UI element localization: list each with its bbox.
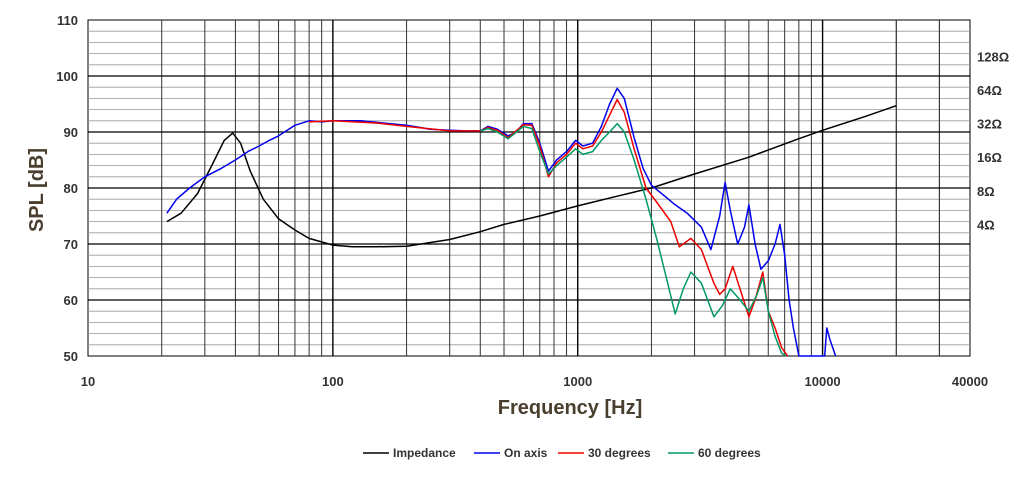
right-tick-label: 128Ω bbox=[977, 49, 1009, 64]
legend-label: 30 degrees bbox=[588, 446, 651, 460]
series-line-30-degrees bbox=[309, 98, 789, 357]
right-tick-label: 8Ω bbox=[977, 184, 995, 199]
legend-label: 60 degrees bbox=[698, 446, 761, 460]
y-tick-label: 50 bbox=[64, 349, 78, 364]
x-tick-label: 40000 bbox=[952, 374, 988, 389]
y-tick-label: 80 bbox=[64, 181, 78, 196]
series-group bbox=[166, 87, 897, 357]
y-axis-title: SPL [dB] bbox=[26, 148, 48, 232]
y-tick-label: 60 bbox=[64, 293, 78, 308]
right-tick-label: 4Ω bbox=[977, 217, 995, 232]
grid-major bbox=[88, 20, 970, 356]
legend-label: On axis bbox=[504, 446, 548, 460]
series-line-60-degrees bbox=[480, 122, 787, 357]
x-axis-title: Frequency [Hz] bbox=[498, 397, 642, 419]
x-tick-labels: 10 100 1000 10000 40000 bbox=[81, 374, 988, 389]
right-tick-label: 64Ω bbox=[977, 83, 1002, 98]
y-tick-label: 100 bbox=[56, 69, 78, 84]
x-tick-label: 100 bbox=[322, 374, 344, 389]
legend-label: Impedance bbox=[393, 446, 456, 460]
x-tick-label: 1000 bbox=[563, 374, 592, 389]
right-tick-label: 32Ω bbox=[977, 117, 1002, 132]
y-tick-label: 70 bbox=[64, 237, 78, 252]
right-axis-labels: 4Ω 8Ω 16Ω 32Ω 64Ω 128Ω bbox=[977, 49, 1009, 232]
legend: Impedance On axis 30 degrees 60 degrees bbox=[363, 446, 761, 460]
y-tick-label: 110 bbox=[57, 13, 78, 28]
x-tick-label: 10000 bbox=[805, 374, 841, 389]
y-tick-labels: 50 60 70 80 90 100 110 bbox=[56, 13, 78, 364]
series-line-on-axis bbox=[166, 87, 837, 357]
x-tick-label: 10 bbox=[81, 374, 95, 389]
y-tick-label: 90 bbox=[64, 125, 78, 140]
series-line-impedance bbox=[166, 104, 897, 248]
right-tick-label: 16Ω bbox=[977, 150, 1002, 165]
